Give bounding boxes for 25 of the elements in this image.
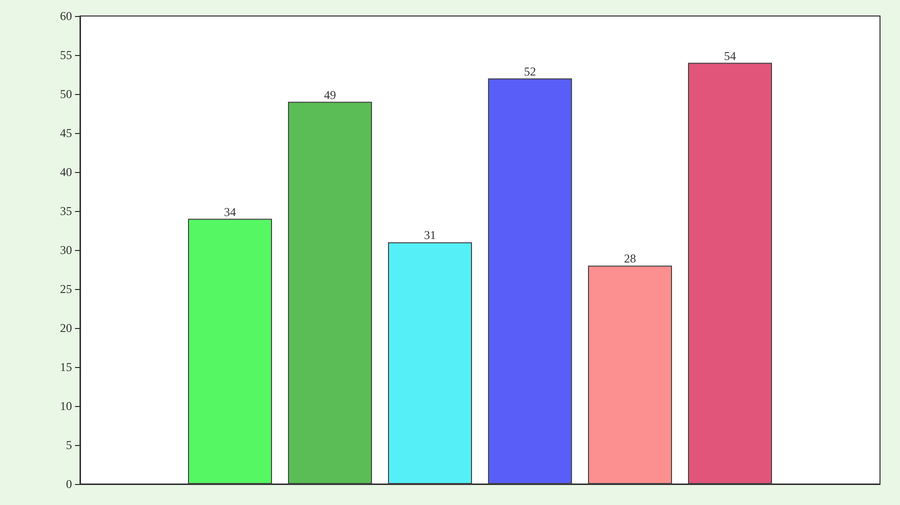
y-tick-label: 45 [60,126,72,140]
y-tick-label: 55 [60,48,72,62]
y-tick-label: 20 [60,321,72,335]
y-tick-label: 0 [66,477,72,491]
data-label: 49 [324,88,336,102]
y-tick-label: 30 [60,243,72,257]
y-tick-label: 25 [60,282,72,296]
data-label: 52 [524,64,536,78]
data-label: 28 [624,252,636,266]
y-tick-label: 35 [60,204,72,218]
bar [388,242,472,484]
bar [188,218,272,484]
bar [488,78,572,484]
data-label: 54 [724,48,736,63]
bar [288,102,372,484]
data-label: 34 [224,204,236,219]
y-tick-label: 40 [60,165,72,179]
data-label: 31 [424,228,436,242]
y-tick-label: 60 [60,9,72,23]
y-tick-label: 50 [60,87,72,101]
y-tick-label: 5 [66,438,72,452]
bar [688,62,772,484]
bar [588,266,672,484]
y-tick-label: 10 [60,399,72,413]
y-tick-label: 15 [60,360,72,374]
